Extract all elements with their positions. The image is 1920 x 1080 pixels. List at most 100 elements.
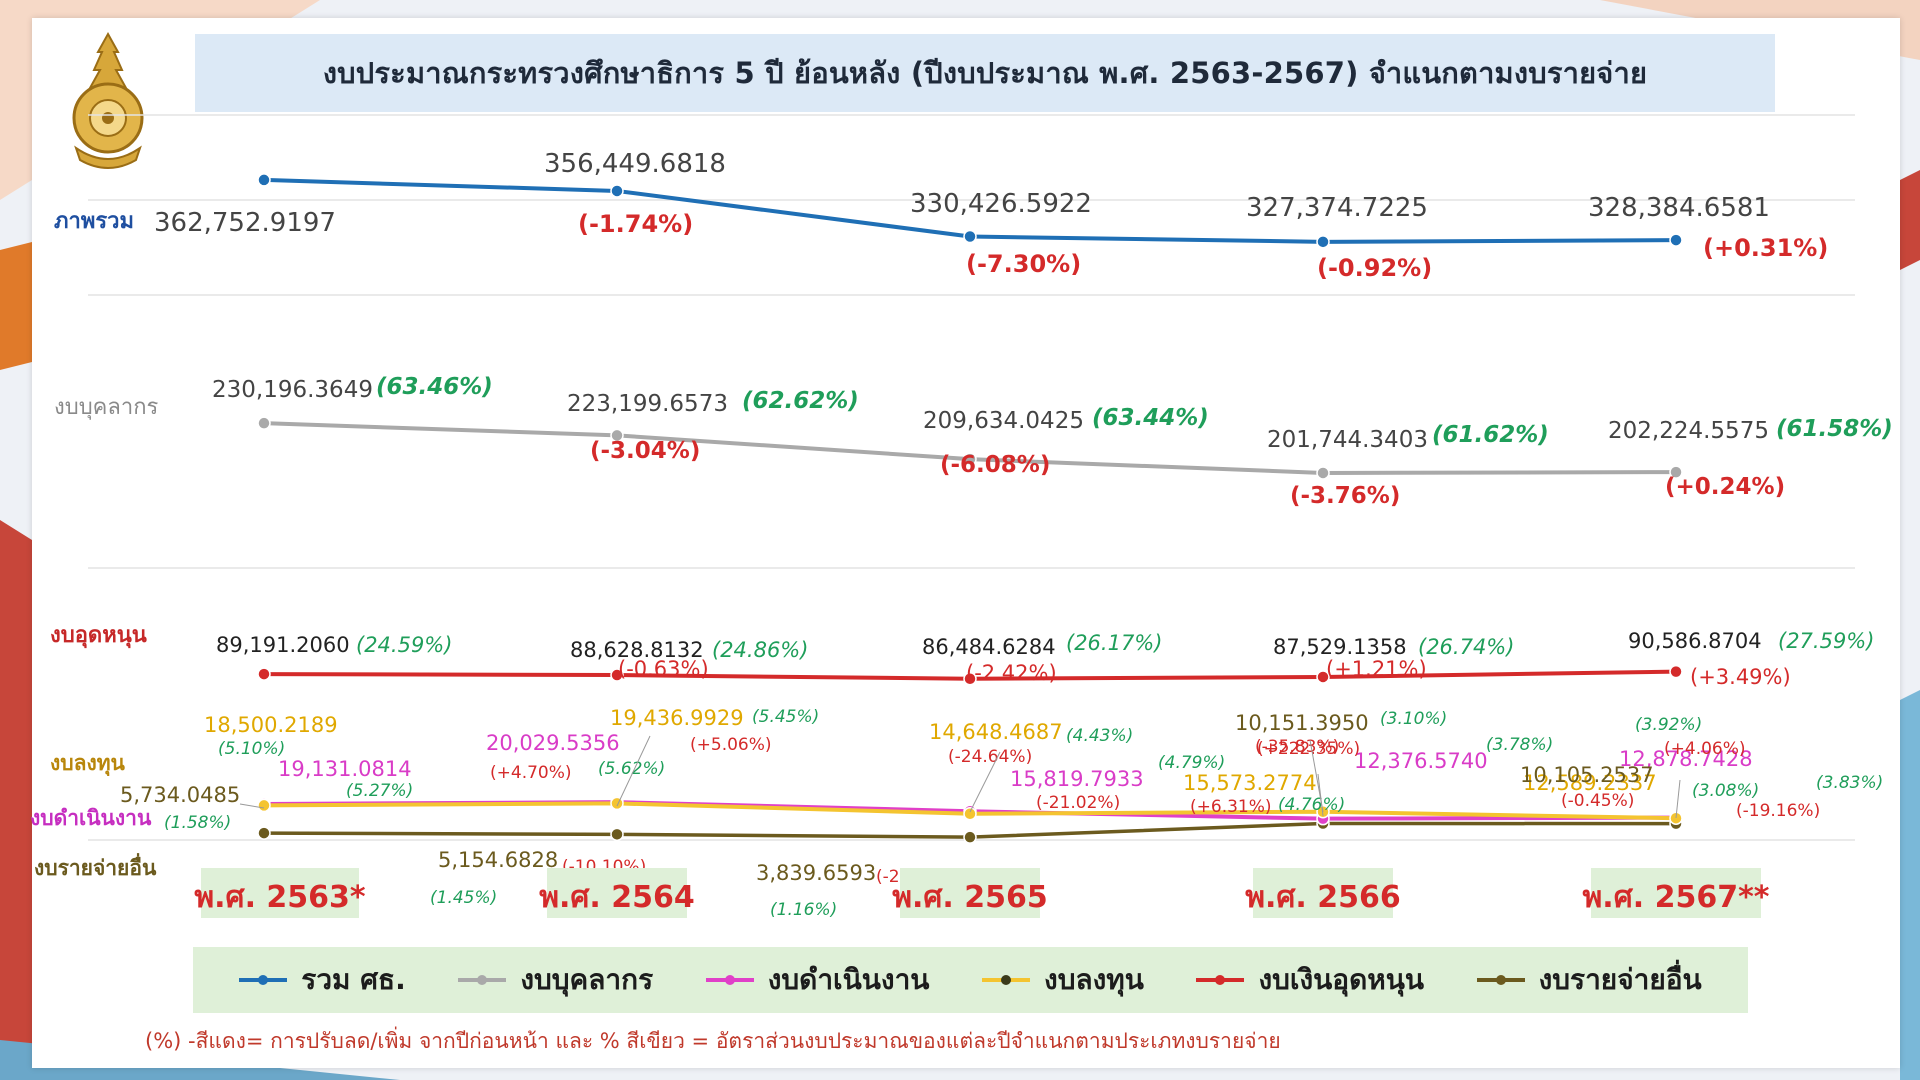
change-label-total-2567: (+0.31%)	[1703, 234, 1828, 262]
year-box-2566	[1253, 868, 1393, 918]
legend-item-other: งบรายจ่ายอื่น	[1476, 958, 1702, 1002]
ministry-emblem-icon	[72, 31, 144, 169]
point-subsidy-2565	[963, 672, 977, 686]
value-label-subsidy-2565: 86,484.6284	[922, 635, 1056, 659]
change-label-operating-2564: (+4.70%)	[490, 763, 572, 783]
change-label-total-2564: (-1.74%)	[578, 210, 693, 238]
point-personnel-2566	[1316, 466, 1330, 480]
change-label-subsidy-2564: (-0.63%)	[618, 657, 709, 681]
change-label-subsidy-2566: (+1.21%)	[1326, 657, 1427, 681]
leader-line-0	[239, 803, 265, 809]
change-label-personnel-2565: (-6.08%)	[940, 452, 1050, 478]
year-label-2563: พ.ศ. 2563*	[194, 880, 366, 915]
share-label-subsidy-2565: (26.17%)	[1066, 631, 1162, 655]
share-label-operating-2567: (3.92%)	[1635, 715, 1702, 735]
value-label-operating-2567: 12,878.7428	[1619, 747, 1753, 771]
value-label-other-2567: 10,105.2537	[1520, 763, 1654, 787]
value-label-personnel-2567: 202,224.5575	[1608, 418, 1769, 444]
row-label-operating: งบดำเนินงาน	[30, 806, 152, 830]
year-label-2564: พ.ศ. 2564	[539, 880, 695, 915]
change-label-operating-2565: (-21.02%)	[1036, 793, 1120, 813]
point-total-2567	[1669, 233, 1683, 247]
value-label-total-2567: 328,384.6581	[1588, 193, 1770, 223]
share-label-investment-2565: (4.43%)	[1066, 726, 1133, 746]
value-label-total-2566: 327,374.7225	[1246, 193, 1428, 223]
change-label-investment-2566: (+6.31%)	[1190, 797, 1272, 817]
year-box-2567	[1591, 868, 1761, 918]
year-box-2565	[900, 868, 1040, 918]
share-label-operating-2565: (4.79%)	[1158, 753, 1225, 773]
point-subsidy-2563	[257, 667, 271, 681]
value-label-total-2564: 356,449.6818	[544, 149, 726, 179]
value-label-investment-2566: 15,573.2774	[1183, 771, 1317, 795]
point-investment-2563	[257, 798, 271, 813]
change-label-total-2566: (-0.92%)	[1317, 254, 1432, 282]
point-total-2563	[257, 173, 271, 187]
legend-label-investment: งบลงทุน	[1044, 963, 1144, 996]
share-label-subsidy-2566: (26.74%)	[1418, 635, 1514, 659]
share-label-other-2567: (3.08%)	[1692, 781, 1759, 801]
point-other-2564	[610, 827, 624, 842]
point-subsidy-2566	[1316, 670, 1330, 684]
point-personnel-2563	[257, 416, 271, 430]
footnote: (%) -สีแดง= การปรับลด/เพิ่ม จากปีก่อนหน้…	[145, 1029, 1281, 1053]
value-label-subsidy-2567: 90,586.8704	[1628, 629, 1762, 653]
point-subsidy-2567	[1669, 664, 1683, 679]
year-box-2564	[547, 868, 687, 918]
row-label-personnel: งบบุคลากร	[54, 395, 159, 420]
share-label-other-2563: (1.58%)	[164, 813, 231, 833]
value-label-other-2566: 10,151.3950	[1235, 711, 1369, 735]
value-label-subsidy-2563: 89,191.2060	[216, 633, 350, 657]
share-label-operating-2563: (5.27%)	[346, 781, 413, 801]
point-personnel-2567	[1669, 465, 1683, 479]
share-label-personnel-2567: (61.58%)	[1776, 416, 1893, 442]
share-label-personnel-2563: (63.46%)	[376, 374, 493, 400]
change-label-subsidy-2565: (-2.42%)	[966, 661, 1057, 685]
change-label-investment-2567: (-19.16%)	[1736, 801, 1820, 821]
leader-line-5	[1675, 779, 1681, 819]
change-label-subsidy-2567: (+3.49%)	[1690, 665, 1791, 689]
share-label-personnel-2566: (61.62%)	[1432, 422, 1549, 448]
chart-title: งบประมาณกระทรวงศึกษาธิการ 5 ปี ย้อนหลัง …	[322, 56, 1648, 90]
change-label-personnel-2564: (-3.04%)	[590, 438, 700, 464]
leader-line-1	[616, 735, 651, 807]
value-label-other-2563: 5,734.0485	[120, 783, 240, 807]
point-total-2566	[1316, 235, 1330, 249]
value-label-investment-2564: 19,436.9929	[610, 706, 744, 730]
value-label-personnel-2564: 223,199.6573	[567, 391, 728, 417]
year-box-2563	[201, 868, 359, 918]
point-investment-2565	[963, 807, 977, 821]
share-label-other-2564: (1.45%)	[430, 888, 497, 908]
row-label-total: ภาพรวม	[54, 209, 134, 234]
change-label-other-2566: (+222.35%)	[1257, 739, 1360, 759]
legend-swatch-subsidy	[1196, 975, 1245, 985]
legend-swatch-personnel	[458, 975, 507, 985]
chart-title-box: งบประมาณกระทรวงศึกษาธิการ 5 ปี ย้อนหลัง …	[195, 34, 1775, 112]
legend-label-total: รวม ศธ.	[301, 963, 406, 996]
point-other-2565	[963, 830, 977, 844]
change-label-total-2565: (-7.30%)	[966, 250, 1081, 278]
legend-label-operating: งบดำเนินงาน	[767, 963, 930, 996]
point-personnel-2565	[963, 452, 977, 466]
point-investment-2564	[610, 796, 624, 811]
legend-swatch-total	[239, 975, 288, 985]
point-total-2565	[963, 229, 977, 244]
share-label-operating-2564: (5.62%)	[598, 759, 665, 779]
chart-legend: รวม ศธ. งบบุคลากร งบดำเนินงาน งบลงทุน งบ…	[193, 947, 1748, 1013]
share-label-personnel-2564: (62.62%)	[742, 388, 859, 414]
share-label-investment-2564: (5.45%)	[752, 707, 819, 727]
point-other-2563	[257, 826, 271, 840]
leader-line-4	[1309, 739, 1324, 813]
legend-label-personnel: งบบุคลากร	[520, 963, 654, 996]
legend-item-operating: งบดำเนินงาน	[705, 958, 930, 1002]
share-label-other-2566: (3.10%)	[1380, 709, 1447, 729]
value-label-operating-2564: 20,029.5356	[486, 731, 620, 755]
legend-item-personnel: งบบุคลากร	[458, 958, 653, 1002]
value-label-other-2565: 3,839.6593	[756, 861, 876, 885]
value-label-operating-2566: 12,376.5740	[1354, 749, 1488, 773]
share-label-operating-2566: (3.78%)	[1486, 735, 1553, 755]
legend-swatch-other	[1476, 975, 1525, 985]
share-label-subsidy-2564: (24.86%)	[712, 638, 808, 662]
value-label-subsidy-2564: 88,628.8132	[570, 638, 704, 662]
leader-line-2	[969, 751, 1001, 813]
